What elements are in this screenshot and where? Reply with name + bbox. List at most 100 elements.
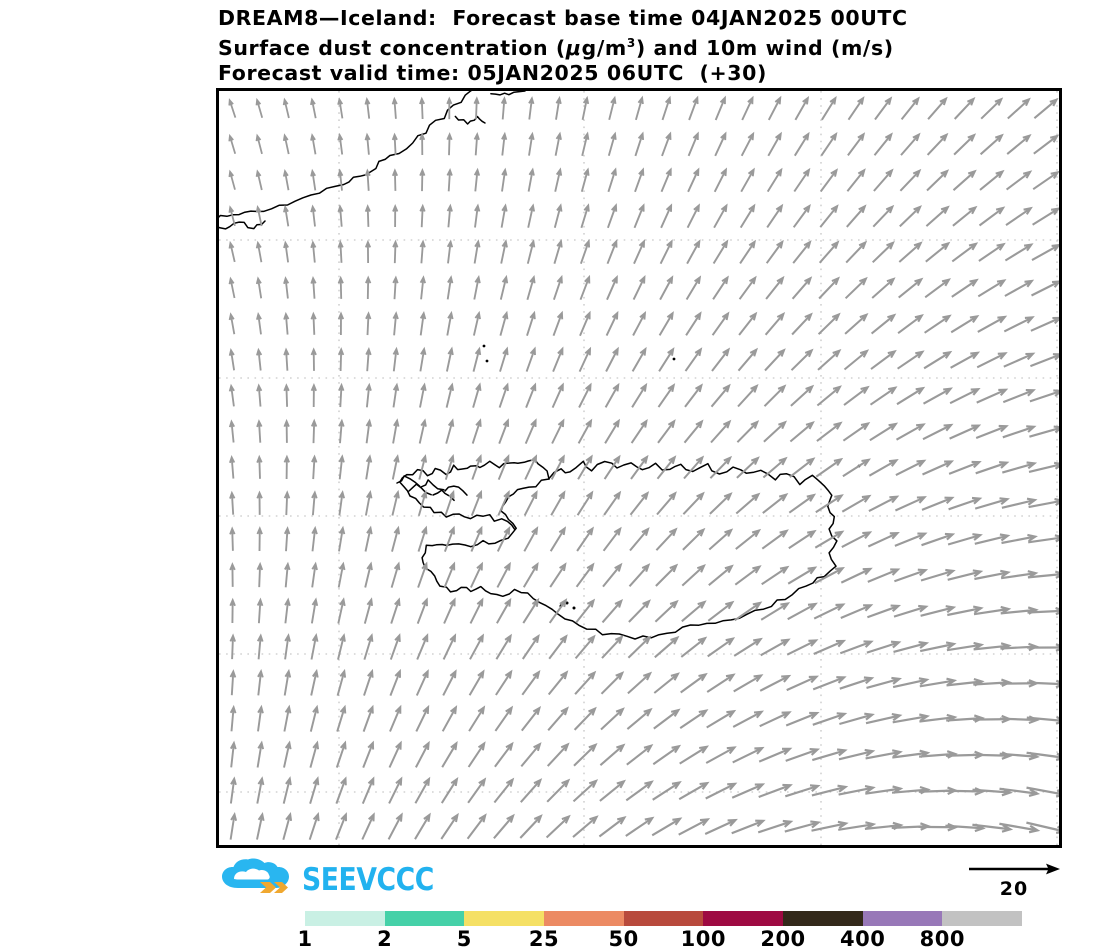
- wind-arrow: [653, 672, 680, 694]
- title-line-2-part-c: ) and 10m wind (m/s): [635, 35, 894, 60]
- wind-arrow: [309, 740, 320, 768]
- wind-arrow: [738, 275, 757, 300]
- wind-arrow: [392, 203, 399, 228]
- wind-arrow: [633, 203, 645, 229]
- wind-arrow: [392, 418, 400, 444]
- wind-arrow: [631, 382, 648, 408]
- wind-arrow: [843, 385, 870, 406]
- wind-arrow: [682, 491, 705, 515]
- wind-arrow: [364, 561, 373, 588]
- wind-arrow: [525, 382, 537, 408]
- wind-arrow: [414, 776, 431, 804]
- colorbar-segment: [384, 911, 465, 926]
- wind-arrow: [844, 313, 869, 335]
- coastline-path: [421, 460, 838, 640]
- wind-arrow: [229, 740, 237, 768]
- wind-arrow: [739, 203, 756, 229]
- wind-arrow: [678, 818, 711, 836]
- wind-arrow: [655, 527, 678, 551]
- wind-arrow: [283, 276, 290, 299]
- wind-arrow: [713, 203, 728, 229]
- wind-arrow: [364, 204, 371, 227]
- wind-arrow: [979, 169, 1005, 191]
- map-canvas: [219, 91, 1059, 845]
- wind-arrow: [707, 600, 735, 622]
- wind-arrow: [598, 815, 627, 838]
- wind-arrow: [419, 203, 426, 228]
- wind-arrow: [337, 168, 344, 191]
- colorbar-segment: [782, 911, 863, 926]
- wind-arrow: [708, 528, 734, 551]
- wind-arrow: [733, 674, 764, 693]
- wind-arrow: [553, 203, 563, 228]
- wind-arrow: [229, 704, 237, 732]
- wind-arrow: [520, 706, 542, 732]
- wind-arrow: [687, 131, 699, 157]
- wind-arrow: [922, 423, 954, 441]
- wind-arrow: [228, 133, 237, 154]
- wind-arrow: [256, 454, 263, 479]
- wind-arrow: [524, 418, 537, 444]
- wind-arrow: [282, 811, 293, 840]
- wind-arrow: [897, 314, 924, 335]
- wind-arrow: [229, 490, 236, 515]
- wind-arrow: [256, 597, 264, 624]
- wind-arrow: [256, 812, 265, 840]
- wind-arrow: [255, 169, 263, 191]
- wind-arrow: [759, 674, 792, 692]
- wind-arrow: [577, 454, 593, 480]
- wind-arrow: [282, 169, 290, 191]
- wind-arrow: [625, 816, 655, 837]
- wind-arrow: [787, 566, 818, 585]
- wind-reference-arrow-icon: [969, 863, 1060, 875]
- colorbar-tick-label: 800: [919, 927, 965, 951]
- wind-arrow: [973, 605, 1012, 616]
- wind-arrow: [605, 310, 619, 337]
- wind-arrow: [581, 95, 590, 120]
- logo-graphic: [222, 858, 289, 893]
- wind-arrow: [814, 567, 845, 585]
- wind-arrow: [417, 489, 428, 516]
- wind-arrow: [821, 95, 837, 121]
- wind-arrow: [229, 812, 238, 840]
- wind-arrow: [895, 459, 927, 477]
- wind-arrow: [603, 454, 621, 480]
- wind-arrow: [787, 602, 818, 621]
- wind-arrow: [764, 312, 786, 336]
- wind-arrow: [655, 563, 679, 587]
- wind-arrow: [553, 239, 563, 264]
- wind-arrow: [255, 97, 264, 119]
- wind-arrow: [391, 96, 398, 119]
- wind-arrow: [255, 276, 263, 299]
- wind-arrow: [925, 241, 951, 263]
- wind-arrow: [919, 677, 958, 688]
- wind-arrow: [732, 746, 765, 764]
- wind-arrow: [874, 96, 893, 121]
- wind-arrow: [229, 633, 236, 660]
- dust-concentration-colorbar: 1 2 5 25 50 100 200 400 800: [297, 911, 1022, 951]
- wind-arrow: [684, 383, 703, 408]
- wind-arrow: [555, 95, 562, 120]
- forecast-map[interactable]: [216, 88, 1062, 848]
- colorbar-tick-label: 5: [456, 927, 472, 951]
- wind-arrow: [871, 240, 895, 264]
- wind-arrow: [337, 240, 344, 263]
- wind-arrow: [228, 383, 235, 407]
- wind-arrow: [900, 96, 920, 121]
- wind-arrow: [709, 492, 733, 515]
- wind-arrow: [871, 277, 896, 299]
- wind-arrow: [550, 490, 566, 516]
- wind-arrow: [733, 637, 763, 657]
- wind-arrow: [1028, 497, 1059, 509]
- wind-arrow: [362, 740, 375, 768]
- wind-arrow: [709, 455, 733, 479]
- wind-arrow: [496, 525, 511, 552]
- wind-arrow: [389, 633, 401, 660]
- wind-arrow: [790, 348, 814, 371]
- wind-arrow: [499, 274, 509, 300]
- wind-arrow: [731, 783, 766, 799]
- wind-arrow: [473, 239, 481, 264]
- wind-arrow: [867, 568, 901, 583]
- wind-arrow: [710, 383, 731, 408]
- wind-arrow: [229, 776, 237, 804]
